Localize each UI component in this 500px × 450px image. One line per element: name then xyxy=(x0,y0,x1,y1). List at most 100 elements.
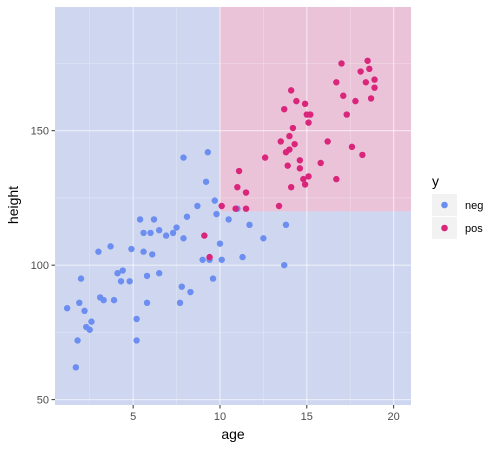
point-pos xyxy=(366,65,373,73)
point-neg xyxy=(114,270,121,277)
point-neg xyxy=(173,224,180,231)
x-axis-title: age xyxy=(221,426,245,442)
point-neg xyxy=(126,278,133,285)
point-pos xyxy=(300,175,307,183)
point-pos xyxy=(201,232,208,239)
point-neg xyxy=(260,235,267,242)
legend-label-neg: neg xyxy=(465,200,483,212)
legend-title: y xyxy=(432,173,439,189)
x-tick-label: 15 xyxy=(301,411,313,423)
point-neg xyxy=(155,270,163,277)
point-pos xyxy=(371,76,378,83)
point-neg xyxy=(150,216,158,223)
point-pos xyxy=(296,165,304,172)
y-axis-title: height xyxy=(5,186,21,224)
point-pos xyxy=(234,183,241,191)
legend-dot-neg xyxy=(441,201,448,209)
point-pos xyxy=(305,173,312,180)
point-neg xyxy=(180,154,187,161)
data-points xyxy=(63,57,378,371)
point-neg xyxy=(133,315,140,323)
point-neg xyxy=(107,243,114,250)
point-pos xyxy=(277,138,284,145)
point-neg xyxy=(147,229,154,237)
point-pos xyxy=(218,202,225,210)
point-pos xyxy=(305,119,312,126)
point-neg xyxy=(180,235,187,242)
point-pos xyxy=(343,111,350,118)
point-neg xyxy=(176,299,184,307)
point-neg xyxy=(77,275,85,282)
point-neg xyxy=(282,221,290,229)
point-pos xyxy=(289,124,297,132)
point-neg xyxy=(74,337,81,344)
y-axis: 50 100 150 xyxy=(31,126,55,407)
point-neg xyxy=(86,326,93,333)
y-tick-label: 150 xyxy=(31,126,49,138)
point-neg xyxy=(63,304,71,312)
legend-dot-pos xyxy=(441,224,448,232)
point-pos xyxy=(307,111,314,118)
point-neg xyxy=(211,197,218,204)
point-neg xyxy=(187,288,194,296)
point-pos xyxy=(296,157,304,164)
point-pos xyxy=(324,138,331,145)
point-neg xyxy=(100,296,107,304)
plot-panel xyxy=(55,7,411,405)
point-pos xyxy=(348,143,356,151)
point-neg xyxy=(218,256,225,263)
region-pos xyxy=(219,7,411,212)
point-pos xyxy=(284,162,291,169)
point-neg xyxy=(169,229,177,237)
point-pos xyxy=(338,60,345,67)
x-tick-label: 20 xyxy=(388,411,400,423)
point-neg xyxy=(162,232,170,239)
point-pos xyxy=(275,202,283,210)
point-neg xyxy=(128,245,135,253)
point-pos xyxy=(287,183,295,191)
point-neg xyxy=(133,337,140,344)
point-neg xyxy=(143,299,151,307)
point-pos xyxy=(333,175,340,183)
y-tick-label: 50 xyxy=(37,395,49,407)
point-neg xyxy=(209,275,217,282)
point-pos xyxy=(362,79,370,86)
point-pos xyxy=(301,181,309,188)
point-neg xyxy=(239,253,246,261)
point-pos xyxy=(364,57,371,64)
point-pos xyxy=(242,189,250,196)
point-neg xyxy=(216,240,224,247)
point-neg xyxy=(213,210,220,218)
point-neg xyxy=(155,227,163,234)
point-neg xyxy=(140,229,147,237)
point-neg xyxy=(76,299,83,307)
point-pos xyxy=(235,167,243,175)
point-pos xyxy=(333,79,340,86)
point-pos xyxy=(286,132,293,140)
point-pos xyxy=(371,84,378,91)
point-pos xyxy=(287,87,295,94)
point-pos xyxy=(367,95,375,102)
y-tick-label: 100 xyxy=(31,260,49,272)
point-neg xyxy=(149,251,156,258)
point-neg xyxy=(117,278,125,285)
grid-lines xyxy=(55,7,411,405)
point-pos xyxy=(261,154,269,161)
point-neg xyxy=(140,248,147,255)
point-neg xyxy=(183,213,191,220)
point-neg xyxy=(281,261,288,269)
point-pos xyxy=(359,151,366,159)
point-pos xyxy=(317,159,324,167)
point-neg xyxy=(178,283,185,290)
point-neg xyxy=(204,149,212,156)
point-neg xyxy=(110,296,118,304)
point-neg xyxy=(225,216,232,223)
point-pos xyxy=(352,97,359,105)
legend: y neg pos xyxy=(432,173,483,239)
point-neg xyxy=(88,318,95,325)
point-neg xyxy=(119,267,126,274)
point-neg xyxy=(199,256,206,263)
x-axis: 5 10 15 20 xyxy=(130,405,400,423)
point-pos xyxy=(340,92,347,99)
